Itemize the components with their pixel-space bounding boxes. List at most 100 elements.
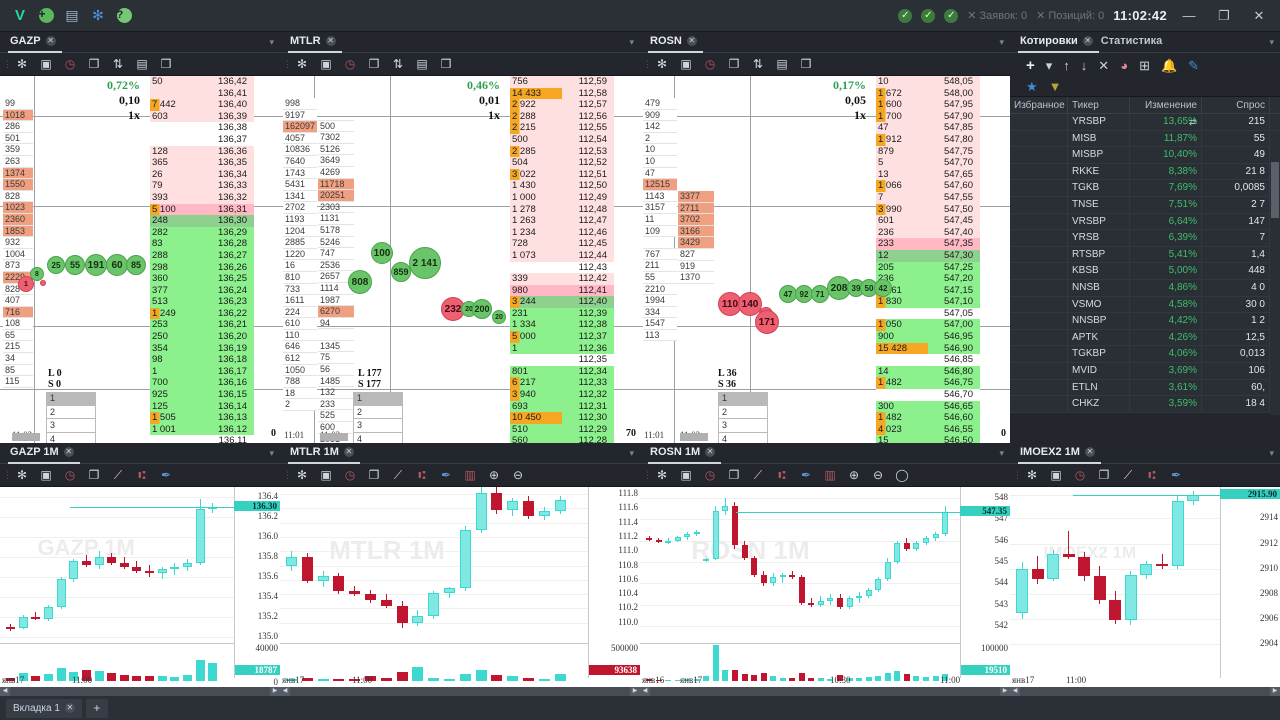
clock-icon[interactable]: ◷ [344, 468, 356, 482]
price-level-row[interactable]: 1 112,36 [510, 342, 614, 355]
favorite-cell[interactable] [1010, 346, 1068, 362]
favorite-cell[interactable] [1010, 296, 1068, 313]
list-icon[interactable]: ▤ [416, 57, 428, 71]
table-icon[interactable]: ▤ [65, 7, 79, 23]
price-level-row[interactable]: 879 547,75 [876, 145, 980, 158]
price-level-row[interactable]: 5 100 136,31 [150, 203, 254, 216]
settings-icon[interactable]: ✻ [16, 57, 28, 71]
price-level-row[interactable]: 205 547,25 [876, 261, 980, 274]
chevron-down-icon[interactable]: ▾ [269, 447, 274, 458]
favorite-cell[interactable] [1010, 279, 1068, 296]
table-row[interactable]: CHKZ 3,59% 18 4 [1010, 396, 1280, 413]
settings-icon[interactable]: ✻ [16, 468, 28, 482]
table-row[interactable]: RKKE 8,38% 21 8 [1010, 163, 1280, 181]
price-level-row[interactable]: 15 546,50 [876, 435, 980, 443]
chevron-down-icon[interactable]: ▾ [999, 36, 1004, 47]
price-level-row[interactable]: 125 136,14 [150, 400, 254, 413]
chart-price-axis[interactable] [960, 487, 1010, 678]
order-ticket-row[interactable]: 1 [46, 392, 96, 406]
close-icon[interactable]: ✕ [343, 447, 354, 457]
price-level-row[interactable]: 1 430 112,50 [510, 180, 614, 192]
chevron-down-icon[interactable]: ▾ [629, 36, 634, 47]
chevron-down-icon[interactable]: ▾ [1045, 57, 1053, 73]
horizontal-scrollbar[interactable]: ◀ ▶ [640, 687, 1010, 696]
price-level-row[interactable]: 1 136,17 [150, 365, 254, 378]
table-row[interactable]: TGKB 7,69% 0,0085 [1010, 180, 1280, 197]
price-level-row[interactable]: 925 136,15 [150, 389, 254, 401]
price-level-row[interactable]: 756 112,59 [510, 76, 614, 88]
settings-icon[interactable]: ✻ [92, 7, 104, 23]
chevron-down-icon[interactable]: ▾ [999, 447, 1004, 458]
favorite-cell[interactable] [1010, 230, 1068, 246]
price-level-row[interactable]: 298 136,26 [150, 261, 254, 274]
settings-icon[interactable]: ✻ [296, 468, 308, 482]
close-icon[interactable]: ✕ [45, 36, 56, 46]
table-row[interactable]: TGKBP 4,06% 0,013 [1010, 346, 1280, 363]
positions-indicator[interactable]: ✕ Позиций: 0 [1036, 9, 1104, 23]
order-ticket-row[interactable]: 1 [353, 392, 403, 406]
price-level-row[interactable]: 547,05 [876, 307, 980, 320]
price-level-row[interactable]: 504 112,52 [510, 157, 614, 169]
price-level-row[interactable]: 231 112,39 [510, 307, 614, 320]
price-level-row[interactable]: 248 136,30 [150, 215, 254, 227]
price-level-row[interactable]: 136,41 [150, 87, 254, 100]
settings-icon[interactable]: ✻ [656, 57, 668, 71]
scroll-left-arrow[interactable]: ◀ [280, 687, 290, 696]
price-level-row[interactable]: 136,38 [150, 122, 254, 134]
clock-icon[interactable]: ◷ [64, 468, 76, 482]
price-level-row[interactable]: 801 112,34 [510, 365, 614, 378]
price-level-row[interactable]: 6 217 112,33 [510, 377, 614, 390]
horizontal-scrollbar[interactable]: ◀ ▶ [280, 687, 640, 696]
copy-icon[interactable]: ❐ [1098, 468, 1110, 482]
zoom-in-icon[interactable]: ⊕ [848, 468, 860, 482]
price-level-row[interactable]: 15 428 546,90 [876, 342, 980, 355]
chart-tab-0[interactable]: GAZP 1M ✕ [8, 443, 80, 464]
price-level-row[interactable]: 377 136,24 [150, 284, 254, 297]
price-level-row[interactable]: 603 136,39 [150, 110, 254, 123]
price-level-row[interactable]: 300 546,65 [876, 400, 980, 413]
price-level-row[interactable]: 112,43 [510, 261, 614, 274]
column-header-2[interactable]: Изменение ⇄ [1130, 97, 1202, 128]
table-row[interactable]: YRSBP 13,65% 215 [1010, 114, 1280, 131]
zoom-in-icon[interactable]: ⊕ [488, 468, 500, 482]
bars-icon[interactable]: ▥ [824, 468, 836, 482]
price-level-row[interactable]: 1 334 112,38 [510, 319, 614, 332]
price-level-row[interactable]: 1 505 136,13 [150, 412, 254, 424]
price-level-row[interactable]: 1 000 112,49 [510, 191, 614, 204]
favorite-cell[interactable] [1010, 163, 1068, 180]
table-row[interactable]: RTSBP 5,41% 1,4 [1010, 246, 1280, 264]
briefcase-icon[interactable]: ▣ [320, 57, 332, 71]
orderbook-tab-rosn[interactable]: ROSN ✕ [648, 32, 703, 53]
price-level-row[interactable]: 1 672 548,00 [876, 87, 980, 100]
price-level-row[interactable]: 1 234 112,46 [510, 226, 614, 239]
favorite-cell[interactable] [1010, 147, 1068, 163]
chevron-down-icon[interactable]: ▾ [269, 36, 274, 47]
add-icon[interactable]: + [1026, 57, 1035, 74]
table-row[interactable]: VSMO 4,58% 30 0 [1010, 296, 1280, 314]
briefcase-icon[interactable]: ▣ [40, 468, 52, 482]
copy-icon[interactable]: ❐ [88, 57, 100, 71]
scroll-thumb[interactable] [320, 433, 348, 441]
vertical-scrollbar[interactable] [1270, 144, 1280, 415]
chart-price-axis[interactable] [1220, 487, 1280, 678]
orders-indicator[interactable]: ✕ Заявок: 0 [967, 9, 1027, 23]
price-level-row[interactable]: 354 136,19 [150, 342, 254, 355]
price-level-row[interactable]: 980 112,41 [510, 284, 614, 297]
price-level-row[interactable]: 47 547,85 [876, 122, 980, 134]
order-ticket-row[interactable]: 3 [353, 419, 403, 433]
close-icon[interactable]: ✕ [63, 447, 74, 457]
scroll-right-arrow[interactable]: ▶ [630, 687, 640, 696]
clock-icon[interactable]: ◷ [704, 468, 716, 482]
list-icon[interactable]: ▤ [136, 57, 148, 71]
orderbook-tab-mtlr[interactable]: MTLR ✕ [288, 32, 342, 53]
candle-icon[interactable]: ⑆ [1148, 468, 1156, 482]
favorite-cell[interactable] [1010, 130, 1068, 147]
price-level-row[interactable]: 14 546,80 [876, 365, 980, 378]
price-level-row[interactable]: 4 023 546,55 [876, 423, 980, 436]
minimize-button[interactable]: — [1182, 8, 1196, 23]
price-level-row[interactable]: 112,35 [510, 354, 614, 366]
table-row[interactable]: APTK 4,26% 12,5 [1010, 329, 1280, 347]
price-level-row[interactable]: 50 136,42 [150, 76, 254, 88]
price-level-row[interactable]: 1 482 546,60 [876, 412, 980, 424]
